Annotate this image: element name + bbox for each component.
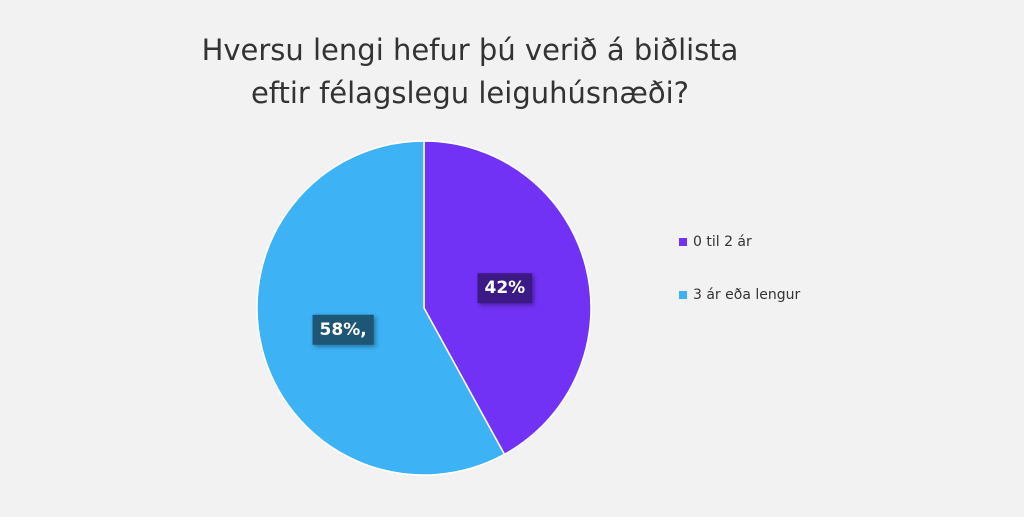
pie-slice [256,140,506,476]
data-label-box [312,314,374,345]
legend-label: 0 til 2 ár [693,234,752,250]
legend-swatch [679,238,687,246]
data-label: 42% [485,278,526,298]
data-label: 58%, [320,320,367,340]
chart-title: eftir félagslegu leiguhúsnæði? [251,76,689,110]
legend-label: 3 ár eða lengur [693,287,800,303]
data-label-box [477,273,533,304]
chart-title: Hversu lengi hefur þú verið á biðlista [202,33,739,67]
legend-swatch [679,291,687,299]
